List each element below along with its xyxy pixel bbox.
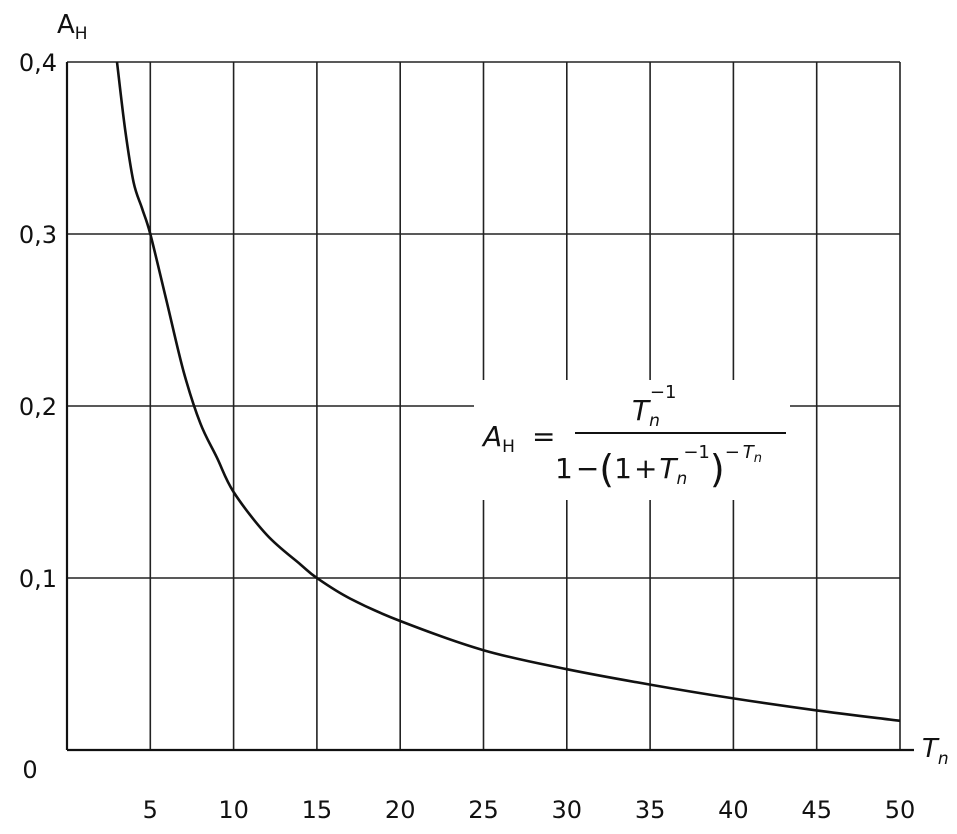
formula-equals: = [532, 420, 555, 453]
y-tick-label: 0,3 [19, 221, 57, 249]
y-tick-label: 0,2 [19, 393, 57, 421]
x-tick-label: 30 [552, 796, 583, 824]
x-tick-label: 40 [718, 796, 749, 824]
x-tick-label: 10 [218, 796, 249, 824]
y-tick-label: 0,4 [19, 49, 57, 77]
x-tick-label: 50 [885, 796, 916, 824]
formula-numerator: Tn−1 [632, 382, 676, 431]
formula-background [474, 380, 790, 500]
x-tick-label: 15 [302, 796, 333, 824]
axes [65, 62, 914, 752]
x-axis-title: Tn [922, 734, 949, 769]
x-tick-label: 45 [801, 796, 832, 824]
series-line-0 [115, 61, 901, 723]
x-tick-label: 20 [385, 796, 416, 824]
y-tick-label: 0,1 [19, 565, 57, 593]
x-tick-label: 25 [468, 796, 499, 824]
x-tick-label: 5 [143, 796, 158, 824]
series-group [115, 61, 901, 723]
formula-denominator: 1 −(1+Tn−1)− Tn [555, 442, 762, 491]
formula-annotation: AН = Tn−1 1 −(1+Tn−1)− Tn [474, 380, 790, 500]
formula-lhs: AН [481, 420, 515, 457]
x-tick-label: 35 [635, 796, 666, 824]
tick-labels: 5 10 15 20 25 30 35 40 45 50 0,1 0,2 0,3 0,4 [19, 49, 915, 824]
y-axis-title: AН [57, 10, 88, 44]
origin-label: 0 [22, 756, 37, 784]
